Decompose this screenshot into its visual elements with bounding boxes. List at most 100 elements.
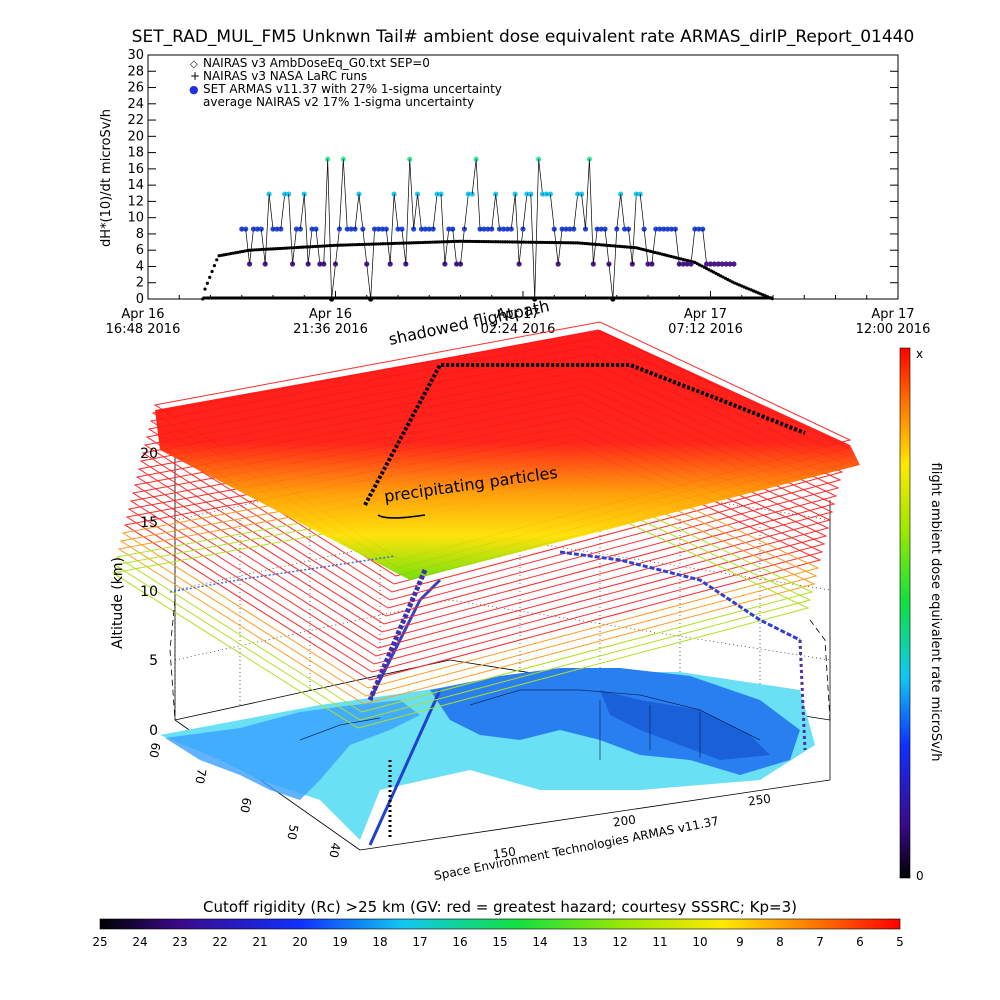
nairas-point: [618, 244, 622, 248]
cutoff-tick-label: 25: [92, 935, 107, 949]
lat-tick-4: 40: [326, 841, 342, 858]
coastlines: [299, 689, 761, 760]
y-tick-label: 8: [136, 227, 144, 242]
armas-connector: [331, 263, 336, 300]
armas-point: [356, 191, 362, 197]
armas-connector: [335, 229, 340, 265]
nairas-point: [611, 244, 615, 248]
altitude-tick-label: 20: [140, 446, 158, 462]
y-tick-label: 18: [127, 146, 144, 161]
nairas-point: [334, 243, 338, 247]
armas-point: [551, 226, 557, 232]
legend-symbol-dot: ●: [189, 83, 199, 96]
nairas-point: [355, 243, 359, 247]
armas-connector: [417, 194, 422, 230]
x-tick-label-line1: Apr 16: [309, 307, 352, 322]
precipitating-arrow: [377, 514, 426, 519]
armas-connector: [245, 229, 250, 265]
armas-connector: [514, 194, 520, 265]
armas-connector: [315, 229, 321, 265]
x-tick-label-line2: 21:36 2016: [293, 322, 368, 337]
armas-point: [243, 226, 249, 232]
nairas-point: [470, 239, 474, 244]
armas-point: [723, 261, 729, 267]
armas-connector: [585, 159, 590, 230]
y-tick-label: 14: [127, 178, 144, 193]
armas-connector: [628, 229, 633, 265]
nairas-point: [285, 246, 289, 250]
nairas-point: [468, 239, 472, 243]
flight-3d-panel: 0 5 10 15 20 Altitude (km) 150 200 250 60 70…: [110, 296, 860, 883]
nairas-point: [416, 241, 420, 245]
nairas-point: [283, 246, 287, 250]
armas-point: [727, 261, 733, 267]
nairas-point: [367, 242, 371, 246]
x-tick-label-line2: 12:00 2016: [856, 322, 931, 337]
nairas-point: [287, 246, 292, 250]
armas-connector: [358, 194, 364, 230]
altitude-tick-label: 0: [149, 723, 158, 739]
nairas-point: [585, 242, 589, 246]
armas-point: [711, 261, 718, 267]
armas-connector: [440, 194, 446, 265]
landmass-asia: [165, 700, 420, 800]
nairas-point: [205, 281, 209, 285]
y-axis-label: dH*(10)/dt microSv/h: [99, 109, 114, 247]
armas-connector: [534, 159, 539, 300]
nairas-point: [344, 243, 348, 247]
nairas-point: [569, 241, 573, 245]
armas-connector: [452, 229, 457, 265]
nairas-point: [465, 239, 470, 243]
nairas-point: [440, 240, 444, 244]
armas-connector: [553, 229, 559, 265]
nairas-point: [454, 239, 458, 244]
nairas-point: [203, 287, 207, 291]
armas-point: [536, 156, 542, 162]
armas-connector: [288, 194, 293, 265]
nairas-point: [456, 239, 460, 243]
nairas-point: [426, 240, 430, 244]
nairas-point: [566, 241, 570, 245]
flight-track-mid-east: [559, 550, 801, 642]
y-tick-label: 30: [127, 48, 144, 63]
nairas-point: [358, 242, 362, 247]
nairas-point: [508, 240, 512, 244]
flight-track-mid: [367, 569, 428, 701]
armas-connector: [280, 194, 286, 230]
nairas-point: [620, 244, 624, 249]
armas-point: [340, 156, 346, 162]
armas-connector: [651, 229, 657, 265]
armas-point: [637, 191, 643, 197]
cutoff-tick-label: 19: [332, 935, 347, 949]
y-tick-label: 4: [136, 259, 144, 274]
dose-colorbar-ramp: [899, 347, 911, 879]
armas-connector: [354, 194, 360, 230]
nairas-point: [430, 240, 434, 244]
nairas-point: [412, 241, 416, 245]
cutoff-bar-title: Cutoff rigidity (Rc) >25 km (GV: red = g…: [203, 898, 797, 916]
armas-connector: [413, 194, 418, 230]
armas-connector: [612, 229, 618, 300]
nairas-series: [201, 239, 774, 301]
cutoff-tick-label: 6: [856, 935, 864, 949]
armas-connector: [639, 194, 645, 230]
cutoff-tick-label: 20: [292, 935, 307, 949]
ground-map: [160, 668, 815, 840]
armas-connector: [299, 194, 305, 230]
armas-connector: [327, 159, 332, 300]
nairas-point: [329, 243, 334, 248]
armas-connector: [362, 229, 368, 265]
dashed-outline: [169, 599, 831, 721]
armas-point: [641, 226, 647, 232]
altitude-tick-label: 15: [140, 515, 158, 531]
lat-tick-0: 60: [146, 741, 162, 758]
armas-point: [473, 156, 479, 162]
nairas-point: [269, 247, 273, 251]
dose-sheet-stack: [111, 321, 860, 729]
cutoff-tick-label: 14: [532, 935, 547, 949]
altitude-tick-label: 10: [140, 584, 158, 600]
armas-point: [266, 191, 272, 197]
